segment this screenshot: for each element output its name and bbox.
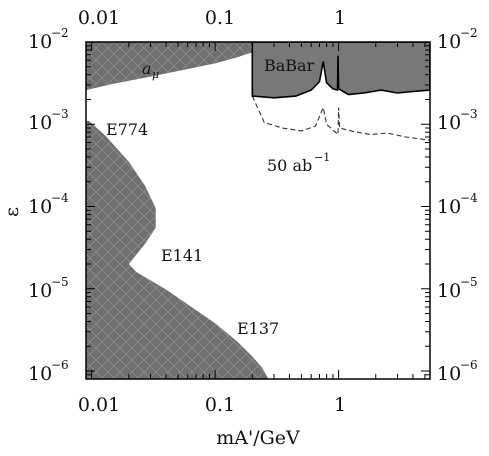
y-tick-label-left-1e-5: 10 −5 bbox=[28, 275, 69, 302]
y-tick-label-right-1e-5: 10 −5 bbox=[437, 275, 478, 302]
svg-text:−4: −4 bbox=[51, 191, 69, 205]
e141-label: E141 bbox=[161, 246, 203, 265]
y-tick-label-left-1e-3: 10 −3 bbox=[28, 107, 69, 134]
svg-text:−6: −6 bbox=[51, 358, 69, 372]
babar-excluded-region bbox=[251, 42, 430, 99]
babar-50ab-projection-line bbox=[251, 95, 430, 141]
x-tick-label-top-1: 1 bbox=[334, 7, 346, 29]
y-tick-label-left-1e-6: 10 −6 bbox=[28, 358, 69, 385]
y-tick-label-right-1e-6: 10 −6 bbox=[437, 358, 478, 385]
svg-text:−4: −4 bbox=[460, 191, 478, 205]
e137-label: E137 bbox=[237, 319, 279, 338]
svg-text:10: 10 bbox=[28, 196, 52, 218]
y-tick-label-right-1e-4: 10 −4 bbox=[437, 191, 478, 218]
x-tick-label-top-0.01: 0.01 bbox=[78, 7, 120, 29]
y-axis-label: ε bbox=[1, 207, 23, 217]
svg-text:10: 10 bbox=[437, 112, 461, 134]
e774-label: E774 bbox=[106, 120, 148, 139]
svg-text:−1: −1 bbox=[314, 151, 330, 164]
svg-text:10: 10 bbox=[28, 31, 52, 53]
y-tick-label-left-1e-4: 10 −4 bbox=[28, 191, 69, 218]
x-tick-label-bottom-1: 1 bbox=[334, 394, 346, 416]
x-tick-label-bottom-0.1: 0.1 bbox=[205, 394, 235, 416]
projection-label: 50 ab −1 bbox=[267, 151, 330, 175]
svg-text:10: 10 bbox=[437, 280, 461, 302]
ticks bbox=[85, 41, 430, 380]
svg-text:10: 10 bbox=[437, 363, 461, 385]
babar-label: BaBar bbox=[264, 56, 315, 75]
svg-text:−5: −5 bbox=[460, 275, 478, 289]
svg-text:−2: −2 bbox=[51, 26, 69, 40]
y-tick-label-left-1e-2: 10 −2 bbox=[28, 26, 69, 53]
svg-text:−3: −3 bbox=[460, 107, 478, 121]
a-mu-hatch bbox=[86, 42, 253, 91]
svg-text:a: a bbox=[142, 59, 152, 78]
beam-dump-hatch bbox=[86, 120, 269, 379]
svg-text:10: 10 bbox=[28, 280, 52, 302]
svg-text:10: 10 bbox=[437, 31, 461, 53]
svg-text:−5: −5 bbox=[51, 275, 69, 289]
svg-text:10: 10 bbox=[28, 363, 52, 385]
x-tick-label-bottom-0.01: 0.01 bbox=[78, 394, 120, 416]
plot-area bbox=[86, 42, 430, 379]
y-tick-label-right-1e-3: 10 −3 bbox=[437, 107, 478, 134]
svg-text:−6: −6 bbox=[460, 358, 478, 372]
x-tick-label-top-0.1: 0.1 bbox=[205, 7, 235, 29]
svg-text:10: 10 bbox=[28, 112, 52, 134]
svg-text:μ: μ bbox=[152, 68, 159, 81]
svg-text:50 ab: 50 ab bbox=[267, 156, 312, 175]
a-mu-label: a μ bbox=[142, 59, 159, 81]
svg-text:−3: −3 bbox=[51, 107, 69, 121]
x-axis-label: mA'/GeV bbox=[216, 427, 300, 449]
y-tick-label-right-1e-2: 10 −2 bbox=[437, 26, 478, 53]
svg-text:−2: −2 bbox=[460, 26, 478, 40]
svg-text:10: 10 bbox=[437, 196, 461, 218]
